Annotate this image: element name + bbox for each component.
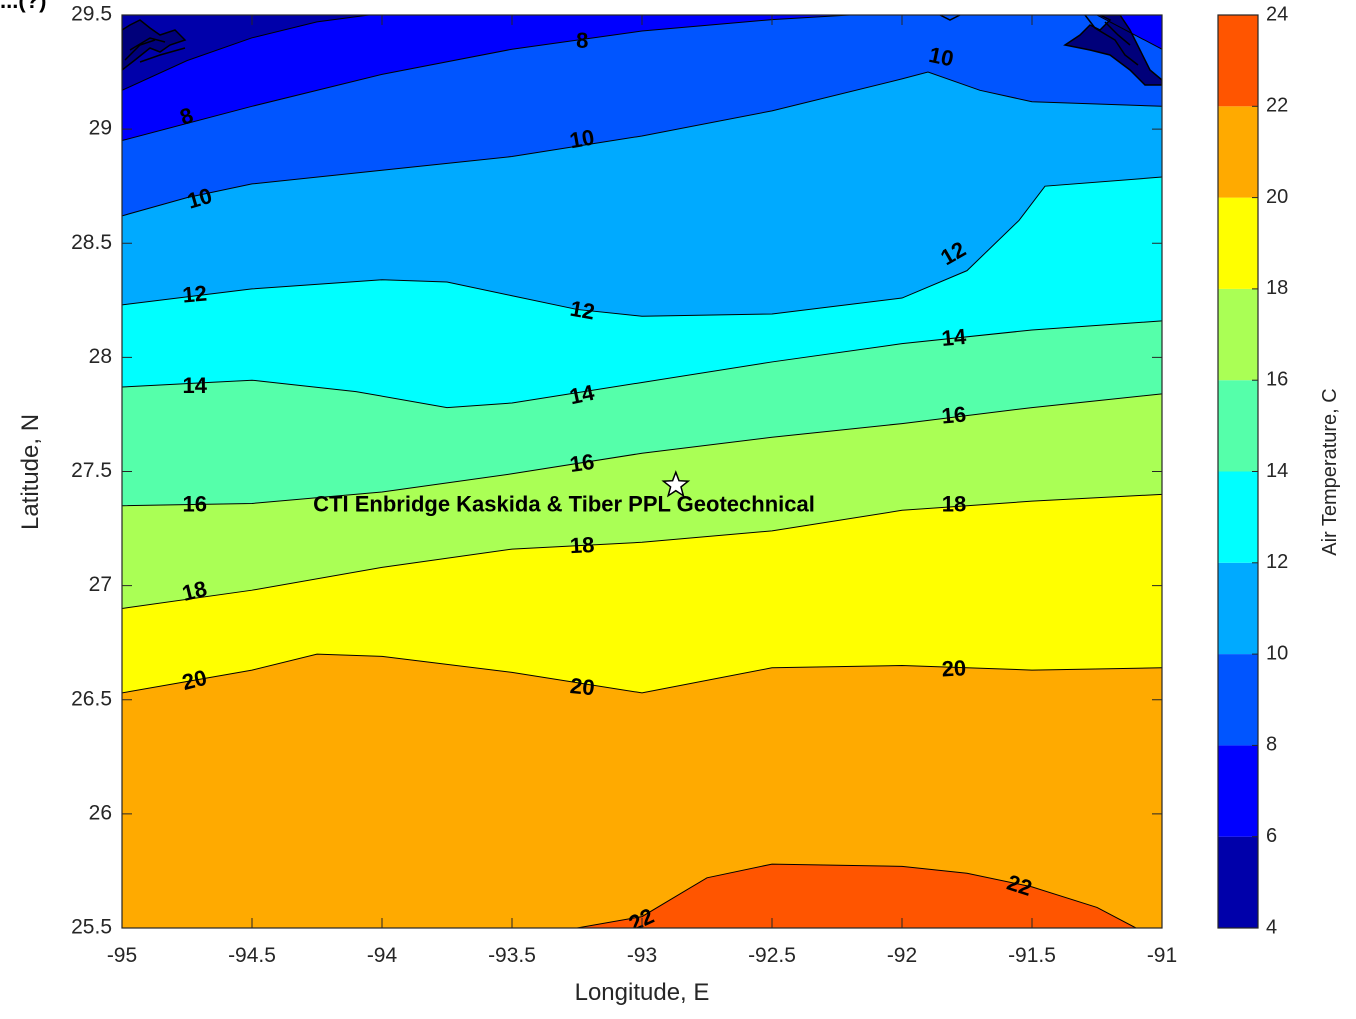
colorbar-tick-label: 20 <box>1266 186 1288 208</box>
colorbar-swatch <box>1218 15 1258 107</box>
contour-label: 18 <box>942 492 966 517</box>
x-tick-label: -93.5 <box>488 944 536 967</box>
x-tick-label: -92 <box>887 944 917 967</box>
contour-line-16 <box>122 393 1162 507</box>
contour-fill-layer <box>122 15 1162 928</box>
colorbar-tick-label: 14 <box>1266 460 1288 482</box>
contour-label: 8 <box>576 28 588 53</box>
colorbar-tick-label: 18 <box>1266 277 1288 299</box>
contour-label: 16 <box>183 492 207 517</box>
band-fill-20 <box>122 654 1162 928</box>
colorbar-swatch <box>1218 745 1258 837</box>
coastline-west <box>122 19 187 71</box>
colorbar-tick-label: 12 <box>1266 551 1288 573</box>
colorbar-tick-label: 24 <box>1266 3 1288 25</box>
x-axis-label: Longitude, E <box>575 979 710 1006</box>
colorbar-tick-label: 10 <box>1266 642 1288 664</box>
contour-label: 14 <box>567 380 597 410</box>
x-tick-label: -94.5 <box>228 944 276 967</box>
coastline-east-detail <box>939 15 1139 66</box>
colorbar-swatch <box>1218 197 1258 289</box>
colorbar-tick-label: 6 <box>1266 825 1277 847</box>
contour-label: 12 <box>181 281 208 308</box>
y-tick-label: 27.5 <box>71 459 112 482</box>
colorbar-swatches <box>1218 15 1258 928</box>
coastline-layer <box>122 15 1162 86</box>
colorbar-swatch <box>1218 562 1258 655</box>
contour-label: 10 <box>568 124 596 153</box>
contour-label: 20 <box>569 673 596 700</box>
site-star-marker <box>661 470 691 498</box>
contour-label: 12 <box>568 296 596 325</box>
contour-label: 18 <box>569 532 595 558</box>
contour-line-18 <box>122 493 1162 609</box>
colorbar-tick-label: 22 <box>1266 95 1288 117</box>
colorbar-swatch <box>1218 836 1258 928</box>
y-tick-label: 27 <box>89 573 112 596</box>
colorbar-swatch <box>1218 288 1258 381</box>
figure-title: ...(?) <box>0 0 46 13</box>
colorbar-tick-label: 8 <box>1266 734 1277 756</box>
colorbar-swatch <box>1218 471 1258 563</box>
contour-label: 20 <box>179 665 209 695</box>
colorbar-swatch <box>1218 106 1258 198</box>
site-annotation-label: CTI Enbridge Kaskida & Tiber PPL Geotech… <box>313 492 815 517</box>
y-tick-label: 26 <box>89 801 112 824</box>
y-tick-label: 25.5 <box>71 916 112 939</box>
y-tick-label: 29.5 <box>71 3 112 26</box>
colorbar: 4 6 8 10 12 14 16 18 20 22 24 Air Temperature, C <box>1217 3 1341 938</box>
x-tick-label: -91 <box>1147 944 1177 967</box>
contour-line-14 <box>122 320 1162 409</box>
coastline-west-detail <box>124 37 186 63</box>
x-tick-label: -91.5 <box>1008 944 1056 967</box>
contour-line-6 <box>122 15 370 91</box>
y-axis-ticks: 25.5 26 26.5 27 27.5 28 28.5 29 29.5 <box>71 3 1162 939</box>
y-tick-label: 26.5 <box>71 687 112 710</box>
contour-line-layer <box>122 15 1162 928</box>
colorbar-label: Air Temperature, C <box>1319 388 1341 555</box>
contour-label: 18 <box>179 576 209 606</box>
y-tick-label: 28 <box>89 345 112 368</box>
contour-label: 16 <box>941 402 968 429</box>
x-tick-label: -92.5 <box>748 944 796 967</box>
contour-label: 14 <box>941 324 968 351</box>
x-tick-label: -93 <box>627 944 657 967</box>
contour-label: 14 <box>183 373 208 398</box>
contour-line-12 <box>122 176 1162 317</box>
contour-label: 10 <box>927 42 956 72</box>
annotation-layer: CTI Enbridge Kaskida & Tiber PPL Geotech… <box>313 470 815 517</box>
contour-label: 16 <box>568 449 596 477</box>
contour-line-22 <box>576 863 1137 928</box>
colorbar-ticks: 4 6 8 10 12 14 16 18 20 22 24 <box>1252 3 1288 938</box>
colorbar-tick-label: 16 <box>1266 368 1288 390</box>
contour-line-10 <box>122 71 1162 217</box>
band-fill-22 <box>577 864 1136 928</box>
contour-line-20 <box>122 653 1162 694</box>
colorbar-swatch <box>1218 380 1258 472</box>
y-axis-label: Latitude, N <box>17 414 44 530</box>
contour-line-8 <box>1096 15 1162 50</box>
colorbar-tick-label: 4 <box>1266 916 1277 938</box>
x-tick-label: -94 <box>367 944 398 967</box>
y-tick-label: 29 <box>89 117 112 140</box>
x-tick-label: -95 <box>107 944 137 967</box>
contour-label: 20 <box>941 655 967 681</box>
colorbar-swatch <box>1218 654 1258 746</box>
x-axis-ticks: -95 -94.5 -94 -93.5 -93 -92.5 -92 -91.5 -91 <box>107 15 1177 967</box>
y-tick-label: 28.5 <box>71 231 112 254</box>
